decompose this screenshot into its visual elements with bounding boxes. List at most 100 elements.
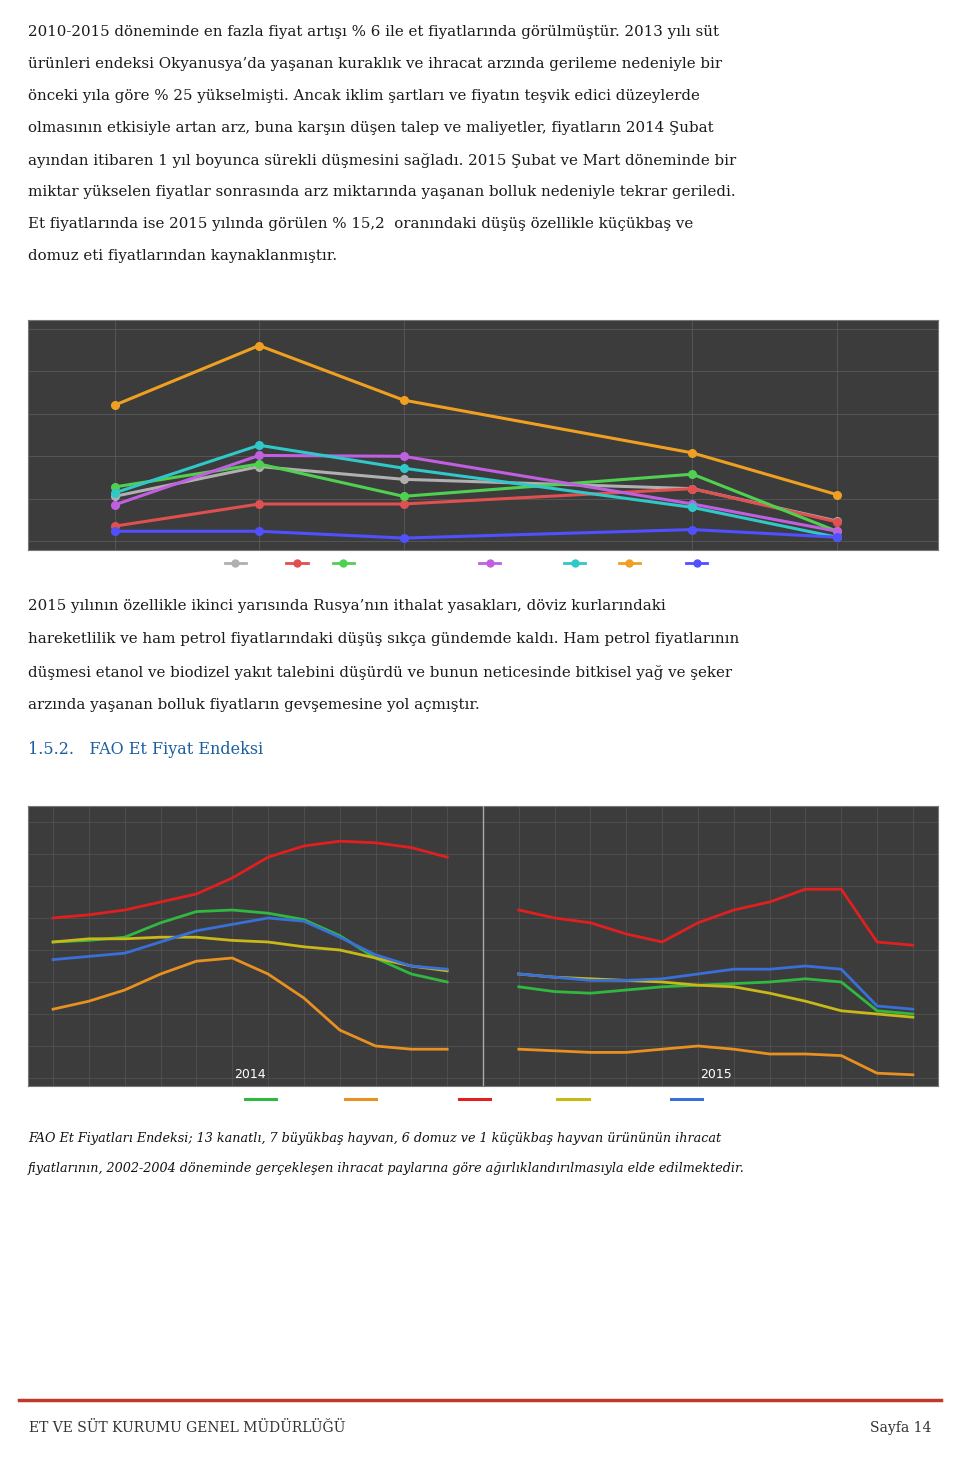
Sığır Eti [657,933,668,951]
Gıda [253,458,265,475]
Text: ayından itibaren 1 yıl boyunca sürekli düşmesini sağladı. 2015 Şubat ve Mart dön: ayından itibaren 1 yıl boyunca sürekli d… [28,153,736,168]
Kuzu Eti [692,977,704,994]
Balık [397,529,409,547]
Gıda [686,480,698,497]
Sığır Eti [549,910,561,927]
Line: Balık: Balık [110,526,841,542]
Şeker [831,486,843,503]
Text: Et fiyatlarında ise 2015 yılında görülen % 15,2  oranındaki düşüş özellikle küçü: Et fiyatlarında ise 2015 yılında görülen… [28,217,693,230]
Kuzu Eti [620,981,632,999]
Kuzu Eti [764,974,776,991]
Text: 1.5.2.   FAO Et Fiyat Endeksi: 1.5.2. FAO Et Fiyat Endeksi [28,742,263,758]
Süt ve Süt Ürünleri [253,455,265,472]
Kuzu Eti [800,970,811,987]
Text: arzında yaşanan bolluk fiyatların gevşemesine yol açmıştır.: arzında yaşanan bolluk fiyatların gevşem… [28,698,480,712]
Text: FAO FİYAT ENDEKSLERİ (2002-2004=100): FAO FİYAT ENDEKSLERİ (2002-2004=100) [307,296,660,313]
Kuzu Eti [907,1005,919,1022]
Et [585,971,596,989]
Yağ [397,459,409,477]
Kanatlı Eti [764,984,776,1002]
Text: ürünleri endeksi Okyanusya’da yaşanan kuraklık ve ihracat arzında gerileme neden: ürünleri endeksi Okyanusya’da yaşanan ku… [28,57,722,71]
Et [831,513,843,531]
Line: Et: Et [110,486,841,529]
Et [686,480,698,497]
Yağ [253,436,265,453]
Kanatlı Eti [657,974,668,991]
Domuz Eti [764,1045,776,1063]
Hububat [108,496,120,513]
Şeker [253,337,265,354]
Kanatlı Eti [800,993,811,1010]
Line: Gıda: Gıda [110,462,841,525]
Et [764,961,776,978]
Sığır Eti [728,901,739,919]
Sığır Eti [872,933,883,951]
Süt ve Süt Ürünleri [831,522,843,539]
Line: Domuz Eti: Domuz Eti [518,1045,913,1075]
Kuzu Eti [872,1002,883,1019]
Text: domuz eti fiyatlarından kaynaklanmıştır.: domuz eti fiyatlarından kaynaklanmıştır. [28,249,337,262]
Kuzu Eti [549,983,561,1000]
Text: 2015: 2015 [700,1069,732,1082]
Et [907,1000,919,1018]
Kuzu Eti [728,975,739,993]
Gıda [831,512,843,529]
Süt ve Süt Ürünleri [686,465,698,483]
Balık [831,528,843,545]
Kuzu Eti [835,974,847,991]
Et [692,965,704,983]
Et [835,961,847,978]
Et [397,496,409,513]
Gıda [397,471,409,488]
Line: Yağ: Yağ [110,442,841,541]
Hububat [686,496,698,513]
Domuz Eti [692,1037,704,1054]
Text: önceki yıla göre % 25 yükselmişti. Ancak iklim şartları ve fiyatın teşvik edici : önceki yıla göre % 25 yükselmişti. Ancak… [28,89,700,104]
Gıda [108,487,120,504]
Balık [686,521,698,538]
Legend: Kuzu Eti, Domuz Eti, Sığır Eti, Kanatlı Eti, Et: Kuzu Eti, Domuz Eti, Sığır Eti, Kanatlı … [240,1089,726,1111]
Balık [108,522,120,539]
Şeker [686,445,698,462]
Et [800,958,811,975]
Domuz Eti [657,1041,668,1059]
Süt ve Süt Ürünleri [397,487,409,504]
Text: olmasının etkisiyle artan arz, buna karşın düşen talep ve maliyetler, fiyatların: olmasının etkisiyle artan arz, buna karş… [28,121,713,136]
Hububat [397,448,409,465]
Şeker [397,391,409,408]
Süt ve Süt Ürünleri [108,478,120,496]
Sığır Eti [620,926,632,943]
Et [872,997,883,1015]
Domuz Eti [585,1044,596,1061]
Domuz Eti [835,1047,847,1064]
Line: Hububat: Hububat [110,452,841,535]
Line: Şeker: Şeker [110,341,841,499]
Kanatlı Eti [692,977,704,994]
Kuzu Eti [513,978,524,996]
Line: Süt ve Süt Ürünleri: Süt ve Süt Ürünleri [110,461,841,535]
Kanatlı Eti [620,971,632,989]
Domuz Eti [872,1064,883,1082]
Text: FAO ET FİYAT BİLEŞENLERİ ENDEKSİ (2002-2004=100): FAO ET FİYAT BİLEŞENLERİ ENDEKSİ (2002-2… [261,783,705,800]
Et [728,961,739,978]
Kanatlı Eti [549,968,561,986]
Text: hareketlilik ve ham petrol fiyatlarındaki düşüş sıkça gündemde kaldı. Ham petrol: hareketlilik ve ham petrol fiyatlarındak… [28,631,739,646]
Hububat [831,522,843,539]
Et [549,968,561,986]
Domuz Eti [620,1044,632,1061]
Line: Kuzu Eti: Kuzu Eti [518,978,913,1013]
Kanatlı Eti [513,965,524,983]
Sığır Eti [585,914,596,932]
Kanatlı Eti [872,1005,883,1022]
Domuz Eti [728,1041,739,1059]
Yağ [108,484,120,502]
Line: Sığır Eti: Sığır Eti [518,889,913,945]
Text: 2015 yılının özellikle ikinci yarısında Rusya’nın ithalat yasakları, döviz kurla: 2015 yılının özellikle ikinci yarısında … [28,599,665,612]
Domuz Eti [549,1042,561,1060]
Hububat [253,446,265,464]
Et [657,970,668,987]
Sığır Eti [800,881,811,898]
Et [108,518,120,535]
Yağ [686,499,698,516]
Balık [253,522,265,539]
